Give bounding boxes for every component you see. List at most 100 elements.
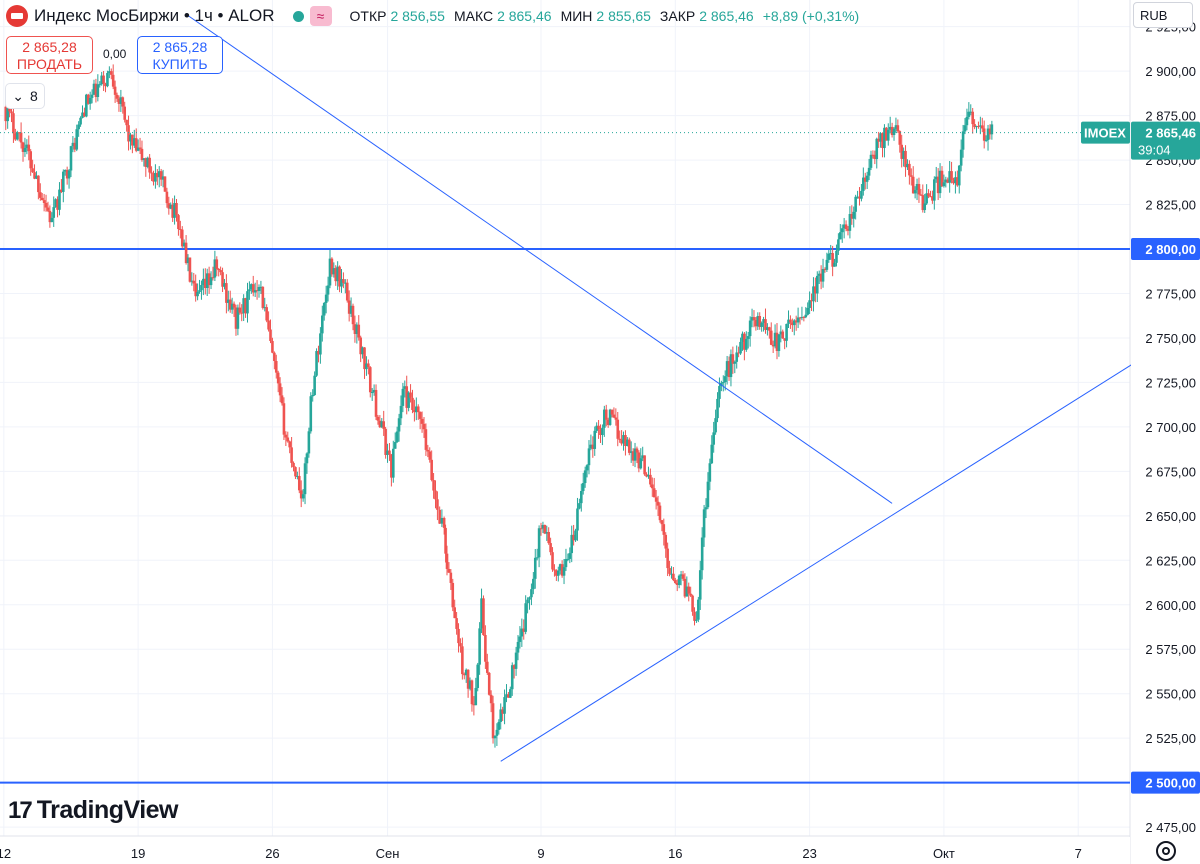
candle-body [850,214,854,219]
candle-body [8,107,11,112]
symbol-title[interactable]: Индекс МосБиржи • 1ч • ALOR [34,6,275,25]
candle-body [744,338,748,350]
candle-body [86,94,90,104]
candle-body [269,329,272,341]
candle-body [969,111,973,113]
candle-body [988,128,992,135]
candle-body [967,111,971,117]
candle-body [848,214,852,231]
candle-body [547,532,550,544]
candle-body [438,509,441,524]
candle-body [562,567,566,576]
candle-body [334,268,338,282]
candle-body [802,316,806,318]
sell-price: 2 865,28 [22,39,77,55]
candle-body [171,204,174,218]
candle-body [731,354,735,364]
candle-body [578,503,581,509]
candle-body [675,582,679,585]
tradingview-logo[interactable]: 17 TradingView [8,796,179,825]
candle-body [750,317,754,321]
candle-body [635,448,639,453]
candle-body [367,363,370,368]
candle-body [282,403,286,435]
sell-button[interactable]: 2 865,28 ПРОДАТЬ [6,36,93,74]
candle-body [637,452,641,469]
time-tick-label: 23 [802,846,816,861]
compare-icon[interactable]: ≈ [309,6,332,26]
candle-body [50,217,54,223]
candle-body [961,131,965,150]
candle-body [198,290,201,292]
candle-body [963,125,967,132]
candle-body [250,284,253,290]
candle-body [104,83,107,87]
indicators-toggle-button[interactable]: ⌄ 8 [6,84,44,108]
candle-body [71,142,75,147]
candle-body [23,148,27,152]
candle-body [415,406,418,413]
candle-body [858,196,861,199]
market-status-icon[interactable] [292,10,304,22]
candle-body [276,372,280,384]
candle-body [959,149,963,166]
candle-body [129,134,132,142]
candle-body [6,107,9,122]
candle-body [271,340,274,353]
candle-body [643,455,646,475]
candle-body [825,259,829,270]
candle-body [449,572,453,583]
time-axis: 12 19 26 Сен 9 16 23 Окт 7 [0,837,1130,864]
candle-body [691,595,694,612]
candle-body [656,501,660,506]
candle-body [938,170,942,194]
candle-body [56,199,59,210]
candle-body [668,568,671,574]
candle-body [497,721,501,730]
candle-body [518,636,522,642]
candle-body [532,578,535,590]
candle-body [442,517,446,528]
candle-body [284,434,288,438]
candle-body [629,451,633,453]
candle-body [689,593,692,596]
currency-selector[interactable]: RUB [1133,2,1193,28]
candle-body [925,193,928,204]
candle-body [553,569,556,571]
candle-body [246,291,249,314]
candle-body [96,84,100,97]
candle-body [505,694,508,698]
candle-body [881,133,884,149]
candle-body [393,442,397,449]
candle-body [248,289,251,292]
ohlc-close-key: ЗАКР [659,8,696,24]
candle-body [934,176,938,180]
buy-label: КУПИТЬ [152,56,208,72]
candle-body [79,117,82,125]
candle-body [169,204,173,209]
candle-body [399,405,403,419]
candle-body [760,322,763,327]
candle-body [67,170,71,179]
candle-body [514,652,518,669]
candle-body [182,242,186,247]
settings-gear-icon[interactable] [1156,841,1176,861]
candle-body [372,389,376,393]
candle-body [650,484,654,489]
candle-body [58,189,61,210]
buy-button[interactable]: 2 865,28 КУПИТЬ [137,36,223,74]
candle-body [791,322,794,326]
candle-body [766,327,769,330]
price-tick-label: 2 575,00 [1145,642,1196,657]
candle-body [541,525,545,529]
candle-body [533,557,537,579]
candle-body [280,395,284,404]
tradingview-wordmark: TradingView [36,796,179,824]
candle-body [215,259,219,269]
candle-body [347,300,351,314]
candle-body [21,142,25,152]
candle-body [743,333,746,350]
candle-body [658,505,662,521]
candle-body [698,570,702,600]
